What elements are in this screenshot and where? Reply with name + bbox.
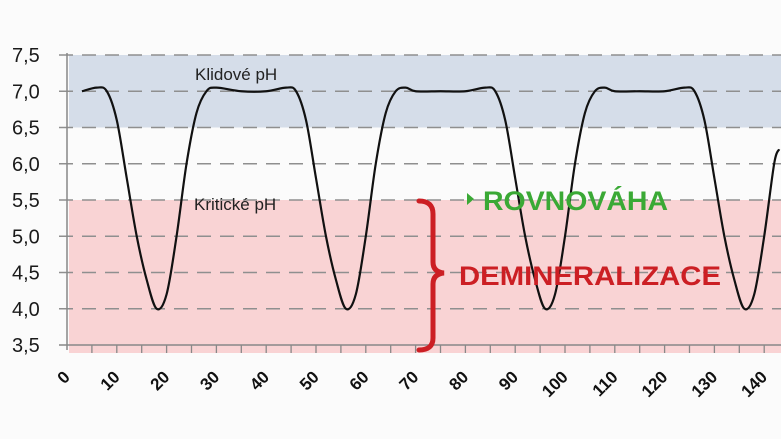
x-tick-label: 60 xyxy=(346,367,373,394)
grid-lines xyxy=(59,54,781,310)
y-tick-label: 6,5 xyxy=(12,118,40,140)
equilibrium-label: ROVNOVÁHA xyxy=(483,185,668,216)
y-tick-label: 3,5 xyxy=(12,335,40,357)
y-tick-label: 4,5 xyxy=(12,263,40,285)
x-axis-ticks: 0 10 20 30 40 50 60 70 80 90 100 110 120 130 140 xyxy=(54,367,771,400)
brace-icon xyxy=(416,198,445,353)
x-tick-label: 120 xyxy=(638,367,671,400)
y-tick-label: 7,5 xyxy=(12,45,40,67)
ph-zone-bands xyxy=(69,55,781,353)
axes xyxy=(59,53,781,353)
x-tick-label: 0 xyxy=(54,367,74,387)
demineralization-label: DEMINERALIZACE xyxy=(459,261,721,291)
x-tick-label: 80 xyxy=(445,367,472,394)
x-tick-label: 30 xyxy=(196,367,223,394)
y-axis-ticks: 7,5 7,0 6,5 6,0 5,5 5,0 4,5 4,0 3,5 xyxy=(12,45,40,357)
x-tick-label: 100 xyxy=(538,367,571,400)
y-tick-label: 5,0 xyxy=(12,226,40,248)
rest-ph-label: Klidové pH xyxy=(195,65,277,84)
x-tick-label: 50 xyxy=(296,367,323,394)
critical-ph-band xyxy=(69,200,781,353)
y-tick-label: 4,0 xyxy=(12,299,40,321)
ph-curve xyxy=(81,86,781,311)
x-tick-label: 70 xyxy=(396,367,423,394)
x-tick-label: 110 xyxy=(589,367,622,400)
x-tick-label: 20 xyxy=(147,367,174,394)
critical-ph-label: Kritické pH xyxy=(194,195,276,214)
x-tick-label: 10 xyxy=(97,367,124,394)
x-tick-label: 130 xyxy=(688,367,721,400)
y-tick-label: 6,0 xyxy=(12,154,40,176)
y-tick-label: 5,5 xyxy=(12,190,40,212)
x-tick-label: 90 xyxy=(495,367,522,394)
y-tick-label: 7,0 xyxy=(12,81,40,103)
arrow-bullet-icon xyxy=(467,193,474,205)
x-tick-label: 140 xyxy=(738,367,771,400)
x-tick-label: 40 xyxy=(246,367,273,394)
